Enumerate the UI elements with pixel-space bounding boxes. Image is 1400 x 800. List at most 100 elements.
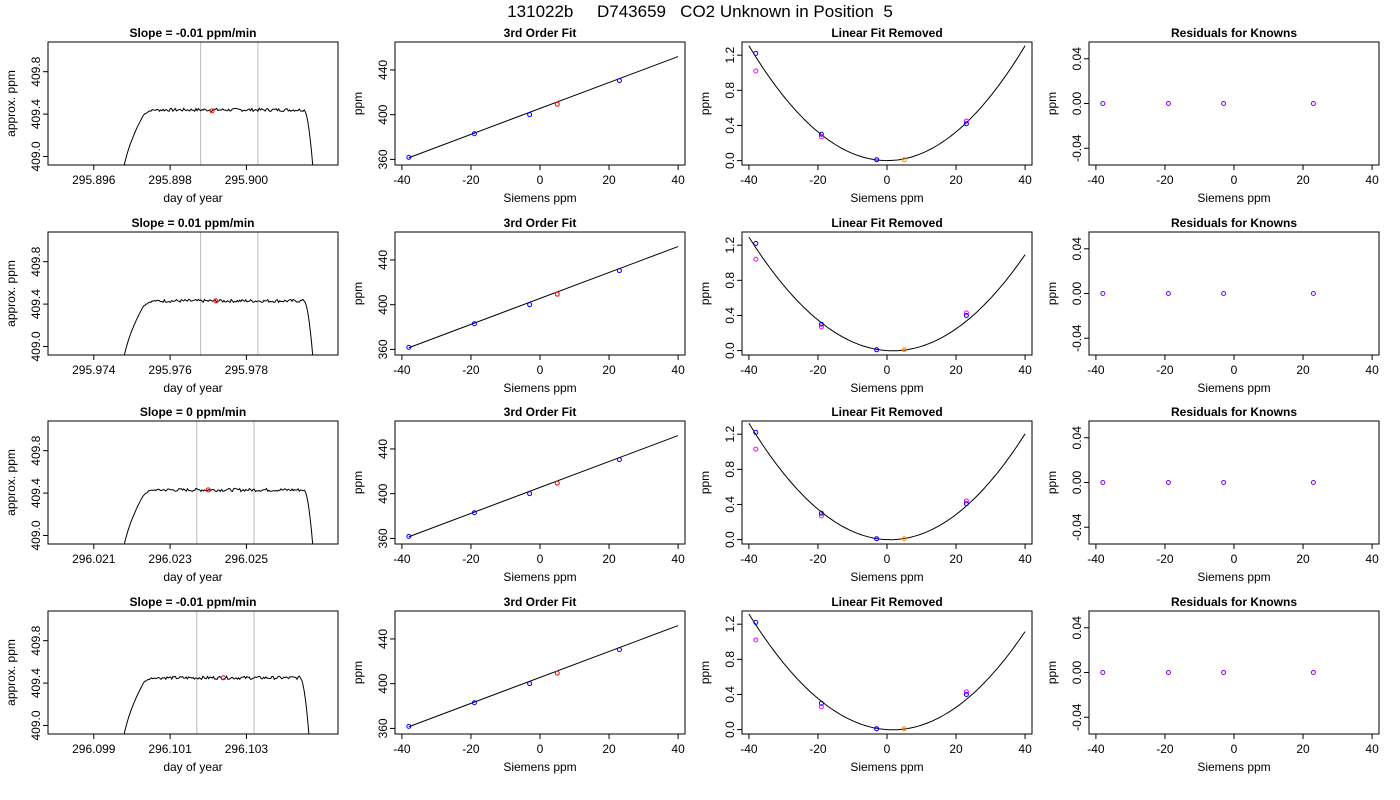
x-tick-label: -40: [393, 363, 411, 377]
fit-curve: [748, 45, 1026, 162]
known-point: [1100, 480, 1106, 485]
x-axis-label: Siemens ppm: [503, 760, 576, 774]
y-tick-label: 409.8: [29, 246, 43, 276]
x-tick-label: 0: [884, 363, 891, 377]
panel-title: Residuals for Knowns: [1171, 595, 1297, 609]
x-tick-label: 20: [602, 552, 616, 566]
known-point: [527, 112, 533, 118]
known-point-alt: [753, 637, 759, 643]
x-tick-label: 20: [602, 742, 616, 756]
fit-line: [408, 435, 679, 538]
known-point: [753, 50, 759, 56]
plot-area: [406, 246, 679, 350]
x-tick-label: -20: [1156, 742, 1174, 756]
y-tick-label: 0.00: [1070, 281, 1084, 305]
x-axis-label: day of year: [163, 191, 222, 205]
panel-title: Linear Fit Removed: [831, 595, 942, 609]
x-tick-label: 20: [602, 363, 616, 377]
x-tick-label: 20: [602, 173, 616, 187]
x-tick-label: 0: [537, 742, 544, 756]
x-axis-label: Siemens ppm: [1197, 760, 1270, 774]
x-tick-label: 20: [949, 552, 963, 566]
y-tick-label: 0.4: [723, 117, 737, 134]
plot-area: [406, 435, 679, 539]
x-tick-label: -40: [740, 363, 758, 377]
panel-title: Residuals for Knowns: [1171, 26, 1297, 40]
plot-frame: [1088, 41, 1380, 166]
y-tick-label: 360: [376, 149, 390, 169]
known-point: [616, 78, 622, 84]
y-axis-label: ppm: [1045, 471, 1059, 494]
plot-area: [406, 56, 679, 160]
known-point: [471, 321, 477, 327]
unknown-point: [213, 298, 219, 304]
panel-title: Linear Fit Removed: [831, 26, 942, 40]
x-tick-label: -20: [462, 173, 480, 187]
x-tick-label: 0: [884, 742, 891, 756]
known-point: [1100, 670, 1106, 675]
x-tick-label: -20: [809, 173, 827, 187]
unknown-point: [209, 108, 215, 114]
y-tick-label: 409.4: [29, 668, 43, 698]
y-tick-label: 409.0: [29, 331, 43, 361]
figure-title: 131022b D743659 CO2 Unknown in Position …: [507, 2, 893, 21]
y-axis-label: ppm: [698, 661, 712, 684]
known-point: [527, 302, 533, 308]
panel-grid: Slope = -0.01 ppm/min 295.896 295.898 295.9…: [4, 26, 1380, 774]
x-tick-label: 40: [1365, 742, 1379, 756]
x-tick-label: 296.023: [148, 552, 192, 566]
known-point: [753, 619, 759, 625]
plot-frame: [47, 231, 339, 356]
y-axis-label: ppm: [351, 661, 365, 684]
panel-r3-c0: Slope = -0.01 ppm/min 296.099 296.101 296.1…: [4, 595, 339, 774]
known-point: [616, 457, 622, 463]
fit-curve: [748, 613, 1026, 731]
known-point: [963, 312, 969, 318]
y-axis-label: approx. ppm: [4, 639, 18, 706]
x-tick-label: 296.099: [72, 742, 116, 756]
y-axis-label: ppm: [1045, 282, 1059, 305]
known-point: [406, 723, 412, 729]
known-point: [527, 681, 533, 687]
panel-r2-c1: 3rd Order Fit -40 -20 0 20 40 360 400 440 Siemens…: [351, 405, 686, 584]
plot-area: [1100, 101, 1316, 106]
x-tick-label: 0: [1231, 742, 1238, 756]
y-tick-label: 0.00: [1070, 660, 1084, 684]
known-point: [471, 510, 477, 516]
y-tick-label: 1.2: [723, 616, 737, 633]
known-point: [963, 501, 969, 507]
known-point: [1165, 480, 1171, 485]
panel-title: Residuals for Knowns: [1171, 405, 1297, 419]
y-axis-label: ppm: [351, 471, 365, 494]
known-point: [818, 131, 824, 137]
y-tick-label: 0.8: [723, 651, 737, 668]
panel-r2-c0: Slope = 0 ppm/min 296.021 296.023 296.025 40…: [4, 405, 339, 584]
y-tick-label: 409.8: [29, 56, 43, 86]
x-tick-label: 20: [949, 742, 963, 756]
x-tick-label: -40: [393, 742, 411, 756]
y-tick-label: 0.00: [1070, 91, 1084, 115]
x-tick-label: 40: [671, 363, 685, 377]
panel-r3-c3: Residuals for Knowns -40 -20 0 20 40 -0.04 0.00…: [1045, 595, 1380, 774]
x-tick-label: 0: [537, 173, 544, 187]
known-point: [818, 321, 824, 327]
x-tick-label: -40: [393, 552, 411, 566]
x-axis-label: day of year: [163, 570, 222, 584]
plot-frame: [47, 610, 339, 735]
known-point: [753, 240, 759, 246]
x-tick-label: 295.896: [72, 173, 116, 187]
unknown-point: [901, 726, 907, 732]
x-tick-label: 40: [1018, 742, 1032, 756]
y-tick-label: 360: [376, 718, 390, 738]
unknown-point: [205, 487, 211, 493]
x-tick-label: -20: [809, 363, 827, 377]
plot-area: [123, 232, 314, 355]
panel-title: 3rd Order Fit: [504, 26, 577, 40]
x-axis-label: Siemens ppm: [850, 381, 923, 395]
x-tick-label: 40: [1018, 552, 1032, 566]
unknown-point: [554, 101, 560, 107]
x-tick-label: 20: [949, 173, 963, 187]
x-axis-label: day of year: [163, 760, 222, 774]
plot-frame: [741, 231, 1033, 356]
